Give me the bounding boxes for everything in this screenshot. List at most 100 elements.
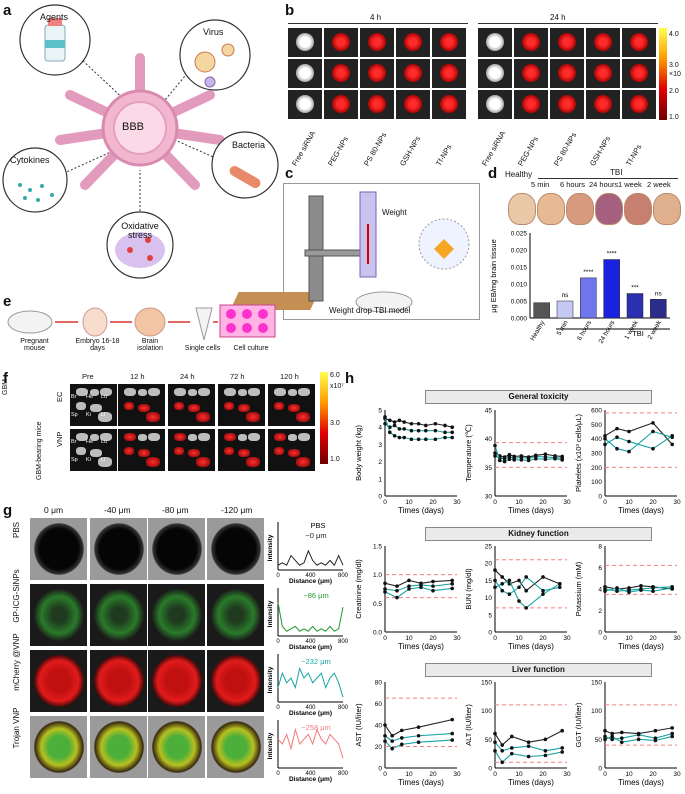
x-tick-label: 0 [276,639,280,645]
organ [274,433,286,441]
significance-label: **** [607,251,618,258]
organ [238,404,250,412]
organ [188,434,197,441]
organ [298,388,310,396]
x-tick-label: 0 [383,499,387,506]
x-tick-label: 30 [453,499,461,506]
weight-drop-diagram: Weight Weight drop TBI model [230,183,480,320]
brain-photo [508,193,536,225]
x-tick-label: 20 [539,635,547,642]
y-tick-label: 60 [375,701,383,708]
row-label: EC [55,391,64,402]
bubble-oxidative-stress: Oxidative stress [121,221,159,240]
panel-label-b: b [285,2,295,19]
panel-label-d: d [488,165,498,182]
data-point [526,754,531,759]
organ [146,412,160,422]
depth-label: 0 μm [44,505,64,515]
organ [138,449,150,457]
data-point [493,740,497,744]
data-point [450,425,454,429]
y-tick-label: 35 [485,465,493,472]
panel-label-c: c [285,165,294,182]
step-label: Brain isolation [137,338,163,352]
fluor-image-cell [324,28,358,57]
organ [246,457,260,467]
toxicity-chart: 0 50 100 150 0 10 20 30 Times (days) GGT (IU/lite… [574,680,681,788]
intensity-profile-chart: Intensity 0 400 800 Distance (μm) PBS~0 μm [267,521,349,585]
organ [76,388,88,396]
step-label: Cell culture [233,345,269,352]
y-tick-label: 0 [598,494,602,501]
series-line [494,750,563,764]
data-point [419,585,423,590]
data-point [510,734,514,739]
y-axis-label: BUN (mg/dl) [464,568,473,610]
y-tick-label: 4 [598,587,602,594]
y-tick-label: 0 [488,766,492,773]
spheroid-image-cell [90,518,147,580]
colorbar-f-unit: x10⁷ [330,383,344,390]
data-point [603,436,607,441]
data-point [424,423,428,428]
x-tick-label: 0 [493,771,497,778]
time-label: 72 h [230,372,245,381]
data-point [502,456,507,461]
data-point [409,428,414,433]
fluorescence-spot [404,33,422,51]
fluorescence-spot [440,33,458,51]
data-point [433,428,438,433]
fluor-image-cell [432,59,466,88]
group-label: PEG-NPs [516,134,541,168]
y-axis-label: Intensity [267,666,274,693]
organ-label: Ki [86,457,91,463]
spheroid [34,655,84,707]
data-point [510,746,514,750]
f-mice-label: GBM-bearing mice [36,421,43,480]
organ [174,433,186,441]
category-label: 5 min [556,319,570,337]
data-point [383,723,387,727]
intensity-line [277,666,344,698]
data-point [390,746,394,751]
group-label: PS 80-NPs [362,130,389,168]
intensity-line [277,602,344,632]
data-point [670,726,674,730]
organ [188,404,200,412]
data-point [620,740,624,744]
photo-time-label: 1 week [618,180,642,189]
data-point [402,427,406,431]
x-tick-label: 30 [563,635,571,642]
data-point [493,731,497,736]
organ [100,433,112,441]
fluorescence-spot [368,95,386,113]
data-point [433,421,438,426]
data-point [558,585,562,590]
significance-label: ns [562,292,570,299]
data-point [670,434,674,438]
x-axis-label: Times (days) [618,506,664,515]
y-tick-label: 0.005 [511,299,528,306]
bar [626,293,644,319]
organ [246,412,260,422]
x-tick-label: 30 [453,771,461,778]
data-point [400,728,404,733]
bubble-bacteria: Bacteria [232,140,266,150]
data-point [615,586,619,590]
y-tick-label: 0.025 [511,231,528,238]
organ [274,388,286,396]
organ [98,457,112,467]
intensity-line [277,727,344,759]
data-point [670,586,674,590]
spheroid [211,523,261,575]
x-tick-label: 0 [276,705,280,711]
series-line [494,579,561,609]
y-tick-label: 5 [488,612,492,619]
row-label: VNP [55,431,64,447]
data-point [543,749,548,753]
data-point [512,458,516,462]
data-point [653,738,658,743]
organ-image-cell [168,429,215,471]
data-point [493,568,497,572]
organ-label: Lu [101,439,108,445]
